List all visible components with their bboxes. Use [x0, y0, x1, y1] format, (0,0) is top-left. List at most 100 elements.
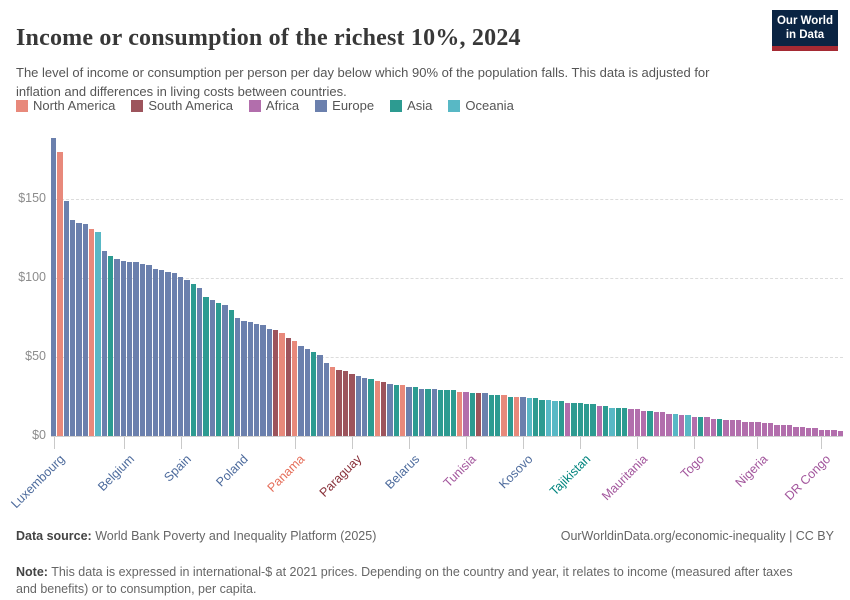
bar[interactable]: [323, 363, 330, 436]
bar[interactable]: [824, 429, 831, 436]
bar[interactable]: [482, 393, 488, 436]
bar[interactable]: [330, 366, 336, 436]
bar[interactable]: [234, 317, 241, 436]
bar[interactable]: [57, 151, 63, 436]
bar[interactable]: [431, 388, 437, 436]
bar[interactable]: [463, 391, 469, 436]
bar[interactable]: [76, 222, 82, 436]
bar[interactable]: [723, 420, 729, 436]
bar[interactable]: [609, 407, 615, 436]
bar[interactable]: [729, 420, 736, 436]
bar[interactable]: [653, 412, 659, 436]
bar[interactable]: [457, 391, 463, 436]
bar[interactable]: [152, 268, 158, 436]
bar[interactable]: [615, 407, 621, 436]
bar[interactable]: [602, 406, 609, 436]
bar[interactable]: [444, 390, 450, 436]
bar[interactable]: [476, 393, 482, 436]
bar[interactable]: [184, 279, 190, 436]
bar[interactable]: [552, 401, 558, 436]
bar[interactable]: [146, 265, 152, 436]
bar[interactable]: [114, 259, 120, 436]
bar[interactable]: [628, 409, 634, 436]
owid-logo[interactable]: Our World in Data: [772, 10, 838, 46]
bar[interactable]: [533, 398, 539, 436]
bar[interactable]: [634, 409, 640, 436]
bar[interactable]: [786, 424, 793, 436]
bar[interactable]: [520, 396, 526, 436]
bar[interactable]: [621, 407, 628, 436]
bar[interactable]: [780, 424, 786, 436]
bar[interactable]: [742, 421, 748, 436]
bar[interactable]: [837, 431, 843, 436]
bar[interactable]: [526, 398, 533, 436]
bar[interactable]: [215, 303, 222, 436]
legend-item-eu[interactable]: Europe: [315, 98, 374, 113]
bar[interactable]: [101, 251, 108, 436]
bar[interactable]: [304, 349, 311, 436]
bar[interactable]: [399, 385, 406, 436]
bar[interactable]: [139, 263, 146, 436]
bar[interactable]: [336, 369, 342, 436]
bar[interactable]: [177, 276, 184, 436]
bar[interactable]: [209, 300, 215, 436]
bar[interactable]: [292, 341, 298, 436]
legend-item-na[interactable]: North America: [16, 98, 115, 113]
bar[interactable]: [228, 309, 234, 436]
bar[interactable]: [539, 399, 545, 436]
bar[interactable]: [165, 271, 171, 436]
bar[interactable]: [311, 352, 317, 436]
bar[interactable]: [450, 390, 456, 436]
bar[interactable]: [241, 320, 247, 436]
bar[interactable]: [285, 338, 292, 436]
bar[interactable]: [298, 346, 304, 436]
bar[interactable]: [507, 396, 514, 436]
bar[interactable]: [501, 394, 507, 436]
bar[interactable]: [488, 394, 495, 436]
bar[interactable]: [273, 330, 279, 436]
bar[interactable]: [260, 325, 266, 436]
bar[interactable]: [545, 399, 552, 436]
bar[interactable]: [380, 382, 387, 436]
bar[interactable]: [70, 219, 76, 436]
bar[interactable]: [596, 406, 602, 436]
bar[interactable]: [748, 421, 755, 436]
legend-item-as[interactable]: Asia: [390, 98, 432, 113]
bar[interactable]: [793, 426, 799, 436]
bar[interactable]: [704, 417, 710, 436]
legend-item-af[interactable]: Africa: [248, 98, 299, 113]
bar[interactable]: [82, 224, 89, 436]
bar[interactable]: [393, 385, 399, 436]
bar[interactable]: [190, 284, 196, 436]
bar[interactable]: [761, 423, 767, 436]
bar[interactable]: [387, 383, 393, 436]
bar[interactable]: [590, 404, 596, 436]
bar[interactable]: [660, 412, 666, 436]
bar[interactable]: [691, 417, 698, 436]
bar[interactable]: [710, 418, 717, 436]
bar[interactable]: [679, 415, 685, 436]
bar[interactable]: [349, 374, 355, 436]
bar[interactable]: [558, 401, 564, 436]
bar[interactable]: [412, 387, 418, 436]
bar[interactable]: [342, 371, 349, 436]
bar[interactable]: [640, 410, 647, 436]
legend-item-oc[interactable]: Oceania: [448, 98, 514, 113]
bar[interactable]: [120, 260, 127, 436]
bar[interactable]: [799, 426, 805, 436]
bar[interactable]: [495, 394, 501, 436]
bar[interactable]: [425, 388, 431, 436]
bar[interactable]: [666, 413, 672, 436]
bar[interactable]: [127, 262, 133, 436]
bar[interactable]: [755, 421, 761, 436]
bar[interactable]: [133, 262, 139, 436]
bar[interactable]: [583, 404, 590, 436]
bar[interactable]: [577, 402, 583, 436]
bar[interactable]: [89, 229, 95, 436]
bar[interactable]: [203, 297, 209, 436]
bar[interactable]: [222, 304, 228, 436]
bar[interactable]: [514, 396, 520, 436]
bar[interactable]: [805, 428, 812, 436]
bar[interactable]: [51, 137, 57, 436]
bar[interactable]: [63, 200, 70, 436]
